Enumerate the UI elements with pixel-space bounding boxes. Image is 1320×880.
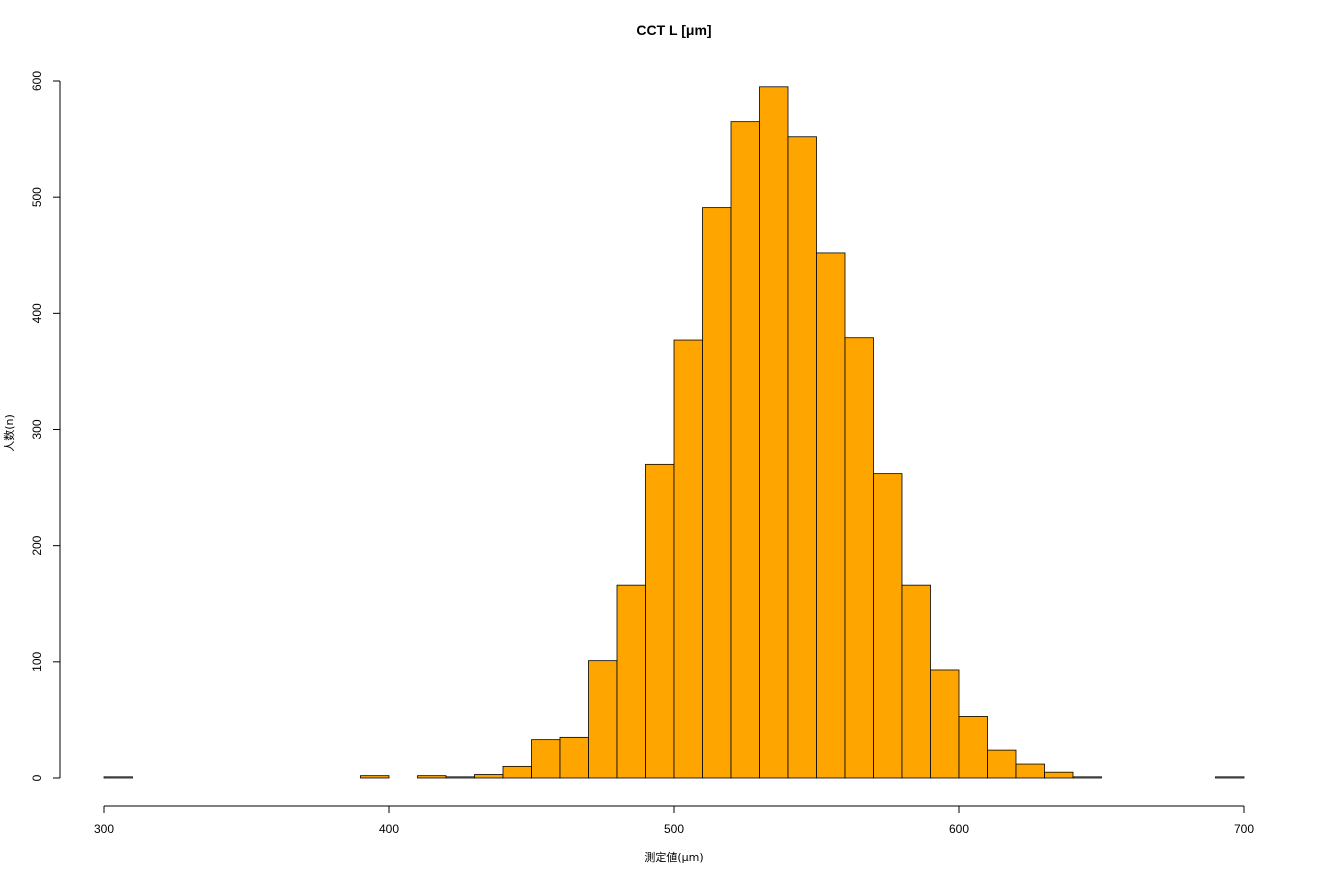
y-tick-label: 100 xyxy=(30,652,44,672)
histogram-bar xyxy=(816,252,846,779)
histogram-bar xyxy=(1015,763,1045,779)
y-tick-label: 500 xyxy=(30,187,44,207)
y-tick-label: 0 xyxy=(30,774,44,781)
histogram-bar xyxy=(588,660,618,779)
histogram-bar xyxy=(844,337,874,779)
histogram-bar xyxy=(445,776,475,779)
y-axis: 0 100 200 300 400 500 600 xyxy=(30,71,61,781)
histogram-bar xyxy=(702,207,732,779)
histogram-bar xyxy=(930,669,960,779)
histogram-bar xyxy=(873,473,903,779)
histogram-bar xyxy=(673,339,703,779)
histogram-bar xyxy=(987,749,1017,779)
histogram-bar xyxy=(417,775,447,779)
histogram-bar xyxy=(559,736,589,779)
histogram-bar xyxy=(103,776,133,779)
histogram-bar xyxy=(531,739,561,779)
y-tick-label: 200 xyxy=(30,535,44,555)
histogram-bar xyxy=(616,584,646,779)
x-axis: 300 400 500 600 700 xyxy=(94,805,1254,836)
histogram-bar xyxy=(901,584,931,779)
histogram-bar xyxy=(787,136,817,779)
x-axis-title: 測定値(μm) xyxy=(644,850,703,864)
y-axis-title: 人数(n) xyxy=(3,414,16,452)
bars-group xyxy=(103,86,1245,779)
x-tick-label: 600 xyxy=(949,822,969,836)
histogram-bar xyxy=(1215,776,1245,779)
x-tick-label: 500 xyxy=(664,822,684,836)
histogram-bar xyxy=(645,463,675,779)
histogram-bar xyxy=(958,716,988,779)
histogram-bar xyxy=(502,765,532,779)
y-tick-label: 300 xyxy=(30,419,44,439)
x-tick-label: 300 xyxy=(94,822,114,836)
y-tick-label: 400 xyxy=(30,303,44,323)
x-tick-label: 400 xyxy=(379,822,399,836)
histogram-bar xyxy=(474,774,504,779)
histogram-bar xyxy=(1072,776,1102,779)
histogram-bar xyxy=(1044,771,1074,779)
histogram-bar xyxy=(730,121,760,779)
y-tick-label: 600 xyxy=(30,71,44,91)
histogram-bar xyxy=(360,775,390,779)
x-tick-label: 700 xyxy=(1234,822,1254,836)
chart-title: CCT L [μm] xyxy=(636,22,711,38)
histogram-bar xyxy=(759,86,789,779)
